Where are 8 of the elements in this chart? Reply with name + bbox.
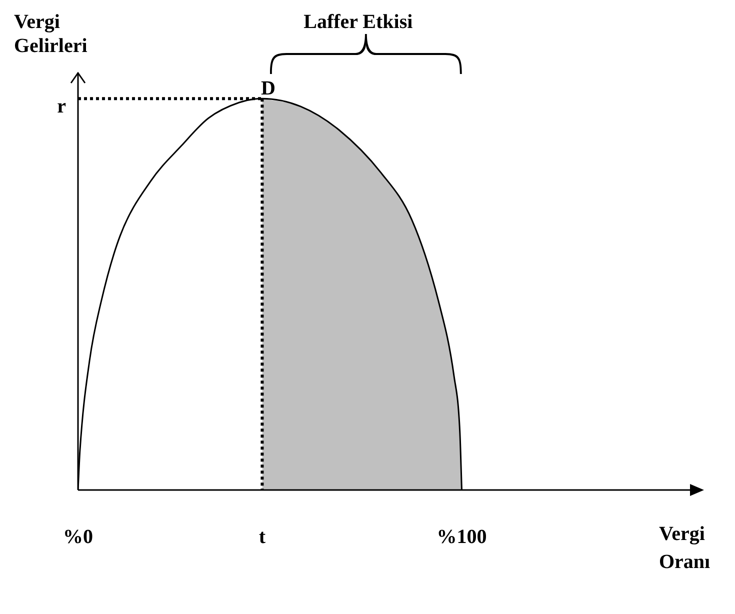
y-axis-title: Vergi Gelirleri (14, 11, 88, 57)
ref-line-label: r (57, 96, 66, 118)
x-tick-label: %0 (63, 526, 93, 548)
x-tick-label: t (258, 526, 266, 548)
x-tick-label: %100 (436, 526, 487, 548)
text: Laffer Etkisi (304, 11, 414, 33)
annotation: D (260, 78, 276, 100)
x-axis-title: Vergi Oranı (659, 523, 711, 573)
